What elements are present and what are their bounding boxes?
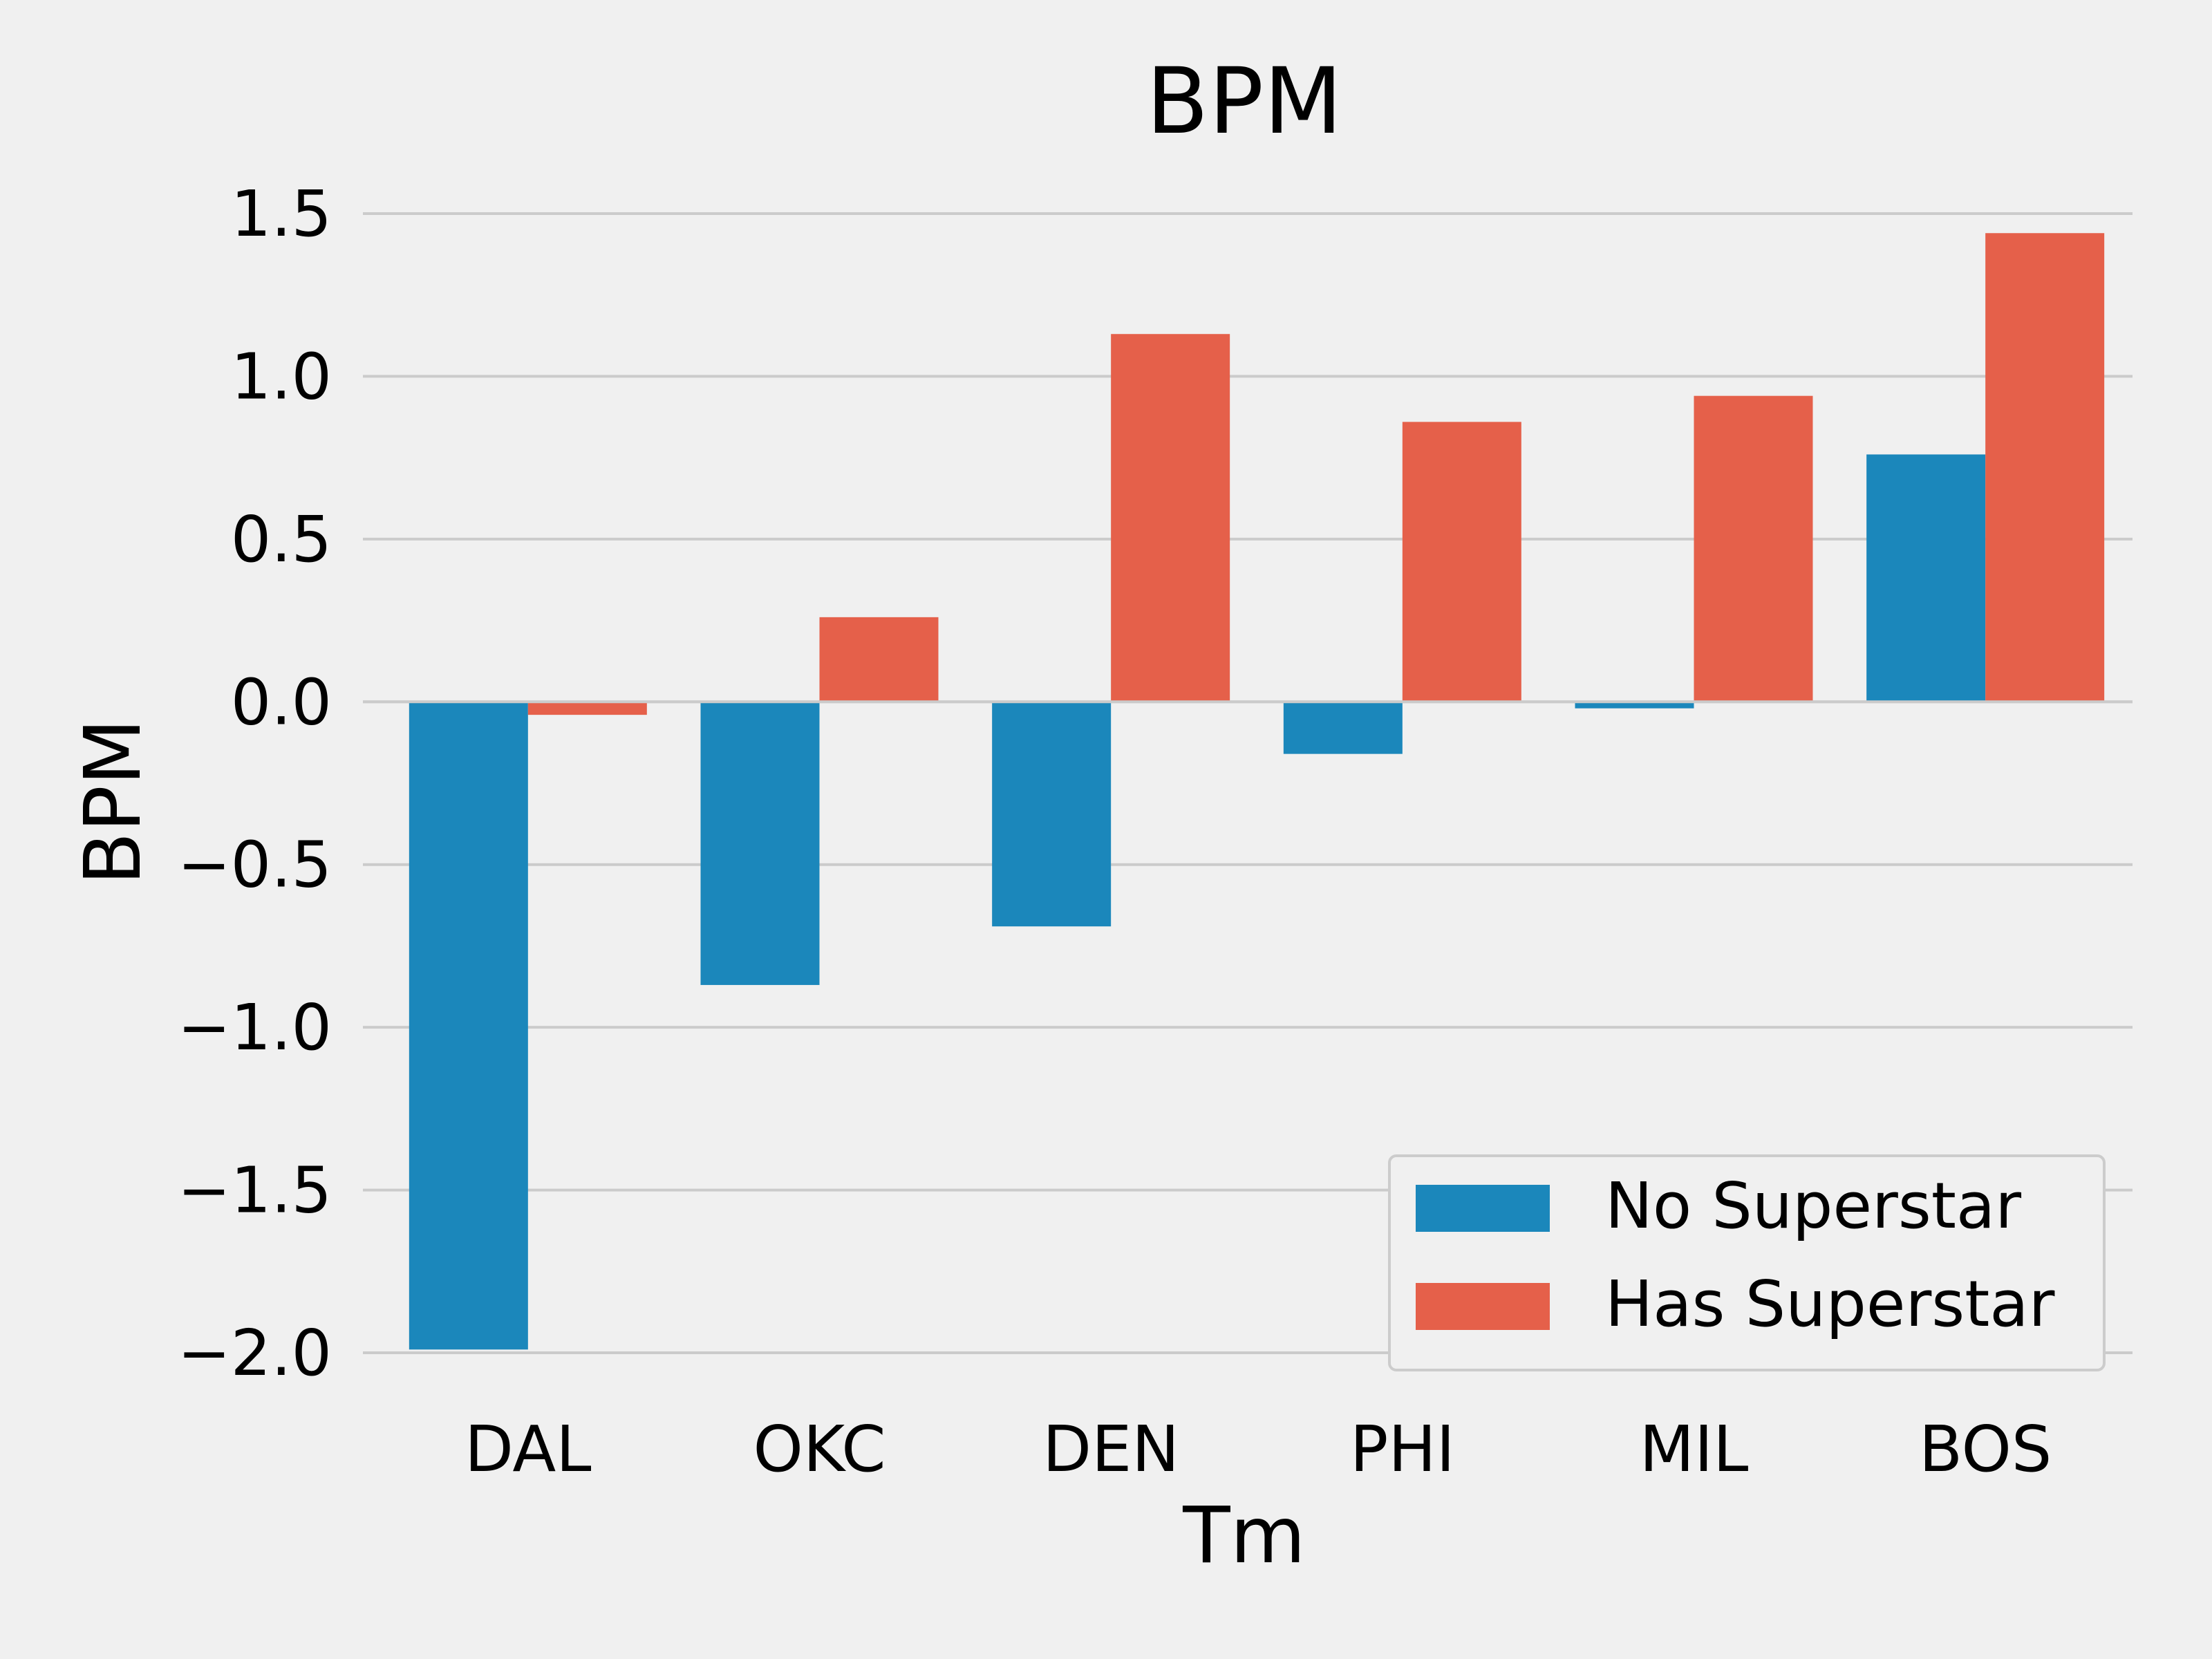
y-tick-labels: −2.0 −1.5 −1.0 −0.5 0.0 0.5 1.0 1.5 [178, 177, 332, 1390]
bar-den-has-superstar [1111, 334, 1230, 702]
bar-dal-has-superstar [527, 702, 647, 715]
x-tick-label: BOS [1919, 1412, 2052, 1486]
bar-okc-has-superstar [819, 617, 939, 702]
x-tick-label: OKC [753, 1412, 886, 1486]
x-tick-label: DAL [465, 1412, 591, 1486]
legend-swatch-has-superstar [1416, 1283, 1550, 1330]
x-tick-label: PHI [1350, 1412, 1455, 1486]
bar-phi-no-superstar [1283, 702, 1403, 754]
bar-bos-no-superstar [1866, 454, 1986, 702]
x-tick-label: DEN [1042, 1412, 1179, 1486]
legend-label-has-superstar: Has Superstar [1605, 1267, 2055, 1341]
legend-label-no-superstar: No Superstar [1605, 1169, 2021, 1243]
bars [363, 233, 2133, 1350]
x-tick-labels: DAL OKC DEN PHI MIL BOS [465, 1412, 2052, 1486]
y-tick-label: −1.0 [178, 991, 332, 1065]
y-axis-label: BPM [68, 718, 158, 885]
x-tick-label: MIL [1640, 1412, 1749, 1486]
bar-bos-has-superstar [1985, 233, 2105, 702]
bar-dal-no-superstar [409, 702, 528, 1350]
y-tick-label: 0.5 [231, 503, 332, 577]
legend: No Superstar Has Superstar [1388, 1154, 2106, 1371]
bar-okc-no-superstar [700, 702, 820, 985]
bar-mil-has-superstar [1694, 395, 1813, 702]
grid-lines [363, 212, 2133, 1354]
bar-den-no-superstar [992, 702, 1112, 927]
legend-frame [1388, 1154, 2106, 1371]
bar-mil-no-superstar [1575, 702, 1694, 709]
y-tick-label: −0.5 [178, 828, 332, 902]
y-tick-label: 0.0 [231, 665, 332, 739]
chart-title: BPM [1146, 48, 1342, 155]
x-axis-label: Tm [1182, 1491, 1306, 1581]
bar-phi-has-superstar [1402, 422, 1521, 702]
y-tick-label: 1.5 [231, 177, 332, 251]
y-tick-label: −2.0 [178, 1316, 332, 1390]
y-tick-label: 1.0 [231, 339, 332, 413]
y-tick-label: −1.5 [178, 1154, 332, 1228]
legend-swatch-no-superstar [1416, 1185, 1550, 1232]
